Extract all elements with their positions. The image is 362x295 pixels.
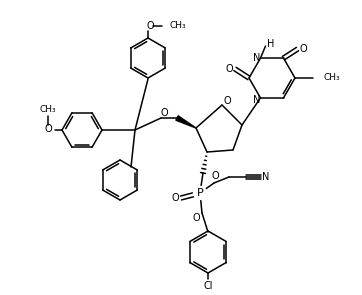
Text: Cl: Cl xyxy=(203,281,213,291)
Text: O: O xyxy=(211,171,219,181)
Text: O: O xyxy=(223,96,231,106)
Text: N: N xyxy=(253,53,260,63)
Text: O: O xyxy=(300,44,307,54)
Text: N: N xyxy=(262,172,270,182)
Text: P: P xyxy=(197,188,203,198)
Text: O: O xyxy=(171,193,179,203)
Circle shape xyxy=(194,186,206,199)
Text: N: N xyxy=(253,95,260,105)
Text: CH₃: CH₃ xyxy=(323,73,340,83)
Text: O: O xyxy=(146,21,154,31)
Text: CH₃: CH₃ xyxy=(170,20,187,30)
Text: O: O xyxy=(192,213,200,223)
Text: H: H xyxy=(267,39,274,49)
Text: O: O xyxy=(44,124,52,134)
Text: O: O xyxy=(160,108,168,118)
Text: O: O xyxy=(225,64,233,74)
Polygon shape xyxy=(176,116,196,128)
Text: CH₃: CH₃ xyxy=(40,106,56,114)
